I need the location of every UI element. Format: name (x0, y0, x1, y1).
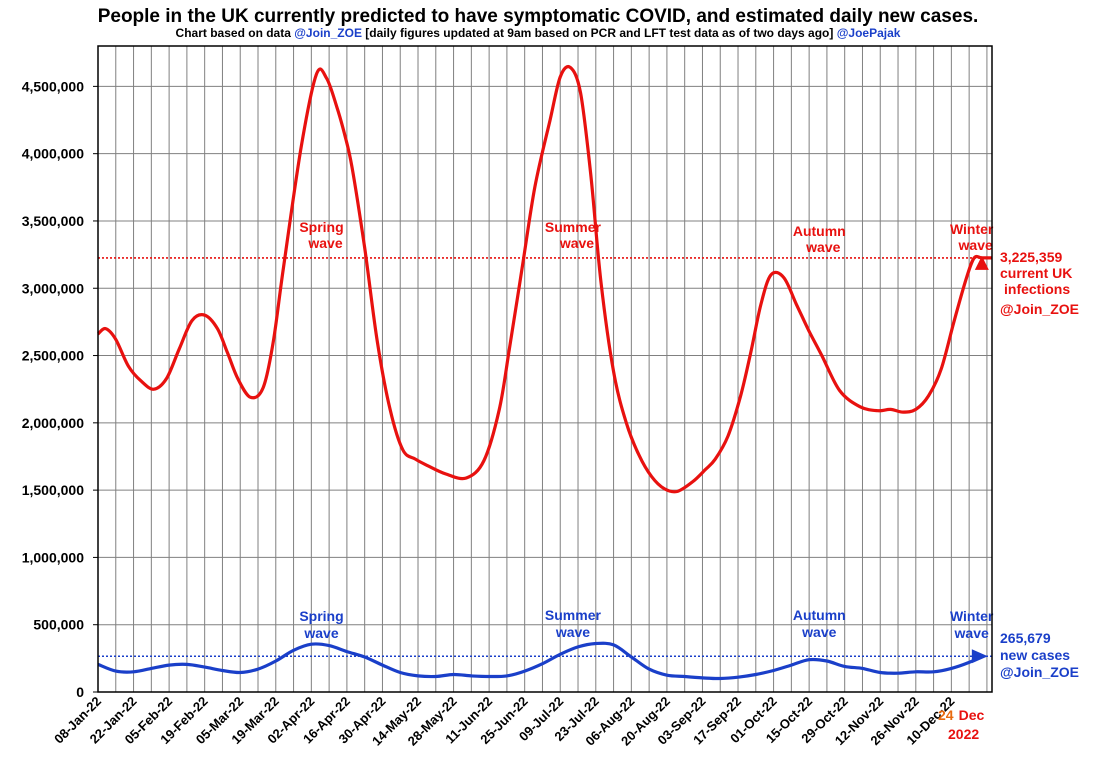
x-axis: 08-Jan-2222-Jan-2205-Feb-2219-Feb-2205-M… (51, 694, 957, 749)
chart-title: People in the UK currently predicted to … (98, 6, 979, 27)
red-wave-label: wave (307, 235, 342, 251)
current-infections-value: 3,225,359 (1000, 249, 1062, 265)
y-tick-label: 2,000,000 (22, 415, 84, 431)
annotations: SpringwaveSummerwaveAutumnwaveWinterwave… (299, 219, 994, 664)
subtitle-middle: [daily figures updated at 9am based on P… (362, 26, 837, 40)
blue-wave-label: Spring (299, 608, 343, 624)
reference-lines (98, 257, 992, 658)
blue-wave-label: wave (303, 625, 338, 641)
infections-arrowhead (974, 255, 989, 270)
current-date-label: 24 Dec 2022 (938, 707, 984, 742)
current-infections-callout: 3,225,359 current UK infections @Join_ZO… (1000, 249, 1079, 317)
current-date-line1: 24 Dec (938, 707, 984, 723)
red-wave-label: wave (805, 239, 840, 255)
red-wave-label: wave (958, 237, 993, 253)
current-new-cases-handle: @Join_ZOE (1000, 664, 1079, 680)
blue-wave-label: wave (954, 625, 989, 641)
y-tick-label: 1,500,000 (22, 482, 84, 498)
infections-series-line (96, 65, 992, 494)
y-tick-label: 4,500,000 (22, 78, 84, 94)
blue-wave-label: Summer (545, 607, 602, 623)
current-infections-line2: current UK (1000, 265, 1072, 281)
red-wave-label: Winter (950, 221, 994, 237)
blue-wave-label: wave (555, 624, 590, 640)
current-date-day: 24 (938, 707, 954, 723)
red-wave-label: Summer (545, 219, 602, 235)
new-cases-series-line (97, 641, 983, 681)
y-tick-label: 3,500,000 (22, 213, 84, 229)
blue-wave-label: Winter (950, 608, 994, 624)
plot-frame (97, 45, 993, 693)
blue-wave-label: wave (801, 624, 836, 640)
current-new-cases-callout: 265,679 new cases @Join_ZOE (1000, 630, 1079, 680)
current-date-year: 2022 (948, 726, 979, 742)
current-new-cases-line2: new cases (1000, 647, 1070, 663)
new-cases-arrowhead (971, 649, 988, 664)
red-wave-label: Autumn (793, 223, 846, 239)
y-tick-label: 1,000,000 (22, 549, 84, 565)
current-infections-line3: infections (1004, 281, 1070, 297)
subtitle-prefix: Chart based on data (176, 26, 295, 40)
y-tick-label: 3,000,000 (22, 280, 84, 296)
y-tick-label: 0 (76, 684, 84, 700)
y-tick-label: 4,000,000 (22, 146, 84, 162)
red-wave-label: Spring (299, 219, 343, 235)
red-wave-label: wave (559, 235, 594, 251)
y-tick-label: 500,000 (33, 617, 84, 633)
grid (98, 46, 992, 692)
series-lines (96, 65, 992, 681)
current-date-month: Dec (959, 707, 985, 723)
current-infections-handle: @Join_ZOE (1000, 301, 1079, 317)
subtitle-source-handle: @Join_ZOE (294, 26, 362, 40)
blue-wave-label: Autumn (793, 607, 846, 623)
current-new-cases-value: 265,679 (1000, 630, 1051, 646)
y-axis: 0 500,000 1,000,000 1,500,000 2,000,000 2,500… (22, 78, 98, 700)
chart-subtitle: Chart based on data @Join_ZOE [daily fig… (176, 26, 901, 40)
subtitle-author-handle: @JoePajak (837, 26, 901, 40)
y-tick-label: 2,500,000 (22, 348, 84, 364)
